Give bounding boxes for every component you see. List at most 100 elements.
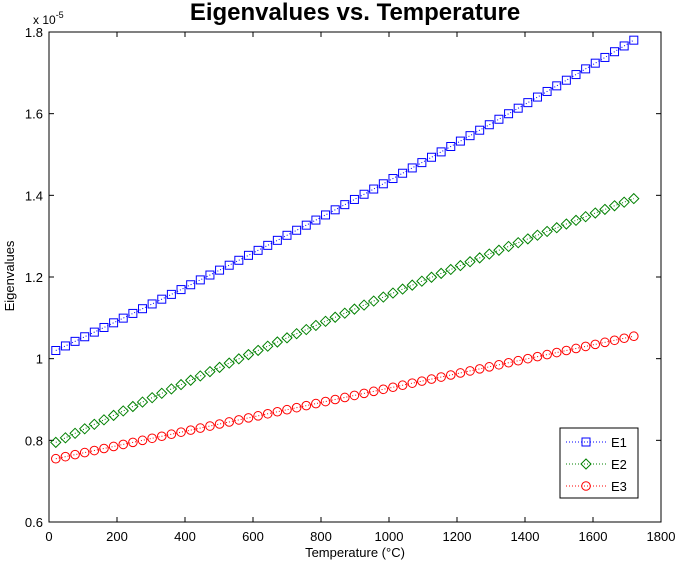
data-point-e1 [205,270,215,280]
data-point-e2 [531,229,544,241]
data-point-e1 [263,240,273,250]
y-tick-label: 1.8 [25,25,43,40]
data-point-e2 [551,222,563,234]
data-point-e1 [128,308,138,318]
data-point-e2 [579,210,592,223]
data-point-e2 [194,370,207,382]
data-point-e3 [349,390,360,401]
data-point-e3 [79,447,90,458]
data-point-e2 [599,203,611,216]
data-point-e1 [590,58,600,68]
data-point-e3 [205,421,215,431]
data-point-e1 [311,215,321,225]
data-point-e2 [165,383,178,395]
data-point-e1 [561,75,571,85]
data-point-e1 [166,289,176,299]
data-point-e1 [629,35,639,45]
data-point-e1 [118,313,128,323]
data-point-e1 [600,52,610,62]
data-point-e1 [619,41,629,51]
data-point-e1 [504,109,514,119]
data-point-e1 [147,299,157,309]
data-point-e1 [436,147,446,157]
data-point-e3 [436,372,446,382]
data-point-e2 [252,344,264,357]
data-point-e1 [234,255,244,265]
data-point-e3 [580,341,591,352]
data-point-e2 [396,283,409,295]
data-point-e2 [184,374,197,386]
legend-item-e3: E3 [566,479,627,494]
data-point-e3 [474,364,485,374]
data-point-e1 [388,174,398,184]
data-point-e1 [224,260,234,270]
data-point-e3 [571,343,581,354]
y-axis-label: Eigenvalues [2,240,17,311]
data-point-e1 [532,92,542,102]
data-point-e1 [99,322,109,332]
data-point-e1 [398,168,408,178]
data-point-e1 [513,103,523,113]
data-point-e2 [78,423,91,435]
series-e2 [50,192,640,449]
data-point-e3 [494,359,504,370]
data-point-e2 [50,436,62,449]
data-point-e2 [107,409,120,422]
data-point-e2 [367,295,380,307]
data-point-e2 [425,271,438,283]
data-point-e3 [272,406,283,417]
data-point-e1 [89,327,99,337]
data-point-e3 [99,443,109,454]
data-point-e3 [311,398,321,409]
x-tick-label: 1800 [647,529,676,544]
data-point-e1 [272,235,282,245]
data-point-e1 [292,225,302,235]
data-point-e3 [330,394,340,405]
data-point-e3 [417,376,427,386]
data-point-e1 [51,346,61,355]
data-point-e1 [446,141,456,151]
data-point-e1 [340,200,350,210]
data-point-e1 [552,81,562,91]
data-point-e3 [128,437,138,448]
data-point-e3 [118,439,129,450]
data-point-e1 [215,265,225,275]
data-point-e1 [494,114,504,124]
data-point-e2 [136,396,149,408]
data-point-e1 [571,70,581,80]
data-point-e1 [321,210,331,220]
data-point-e1 [157,294,167,304]
data-point-e3 [426,374,437,384]
data-point-e2 [310,319,322,332]
data-point-e1 [523,98,533,108]
x-tick-label: 400 [174,529,196,544]
data-point-e3 [629,331,639,342]
y-tick-label: 0.8 [25,433,43,448]
data-point-e2 [473,252,486,264]
data-point-e2 [512,236,524,249]
data-point-e2 [618,196,630,208]
data-point-e2 [589,207,601,219]
data-point-e3 [60,451,71,462]
data-point-e3 [214,419,225,429]
data-point-e1 [455,136,465,146]
data-point-e3 [340,392,350,403]
data-point-e2 [175,378,187,391]
data-point-e1 [542,86,552,96]
data-point-e3 [551,347,562,358]
data-point-e3 [262,408,273,419]
data-point-e2 [483,248,496,260]
data-point-e2 [59,432,72,444]
data-point-e2 [464,256,476,268]
data-point-e3 [176,427,186,437]
data-point-e3 [108,441,119,452]
data-point-e3 [619,333,629,344]
data-point-e3 [503,357,514,368]
x-tick-label: 800 [310,529,332,544]
data-point-e3 [359,388,369,399]
data-point-e3 [378,384,389,395]
data-point-e2 [156,387,168,400]
y-exponent-base: x 10 [33,13,56,27]
